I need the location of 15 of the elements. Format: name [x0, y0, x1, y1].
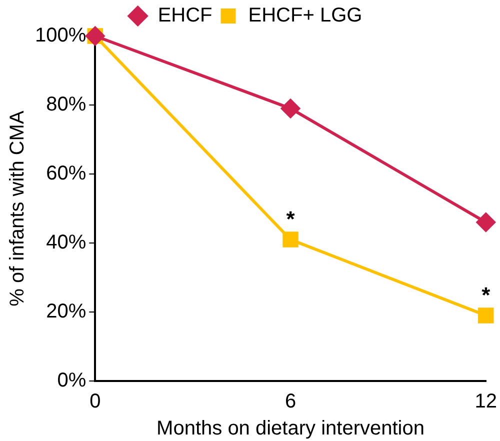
y-tick-label: 20%: [46, 300, 86, 323]
x-tick-label: 0: [90, 390, 101, 413]
x-tick-label: 12: [474, 390, 497, 413]
annotation: *: [482, 282, 491, 308]
legend-label: EHCF: [158, 4, 212, 27]
y-tick-label: 0%: [57, 370, 86, 392]
y-tick-label: 60%: [46, 162, 86, 185]
y-axis-title: % of infants with CMA: [6, 110, 29, 306]
annotation: *: [286, 206, 296, 232]
y-tick-label: 80%: [46, 94, 86, 116]
y-tick-label: 100%: [34, 24, 86, 47]
x-tick-label: 6: [284, 390, 296, 413]
legend-label: EHCF+ LGG: [248, 4, 362, 27]
y-tick-label: 40%: [46, 232, 86, 254]
x-axis-title: Months on dietary intervention: [156, 418, 424, 440]
